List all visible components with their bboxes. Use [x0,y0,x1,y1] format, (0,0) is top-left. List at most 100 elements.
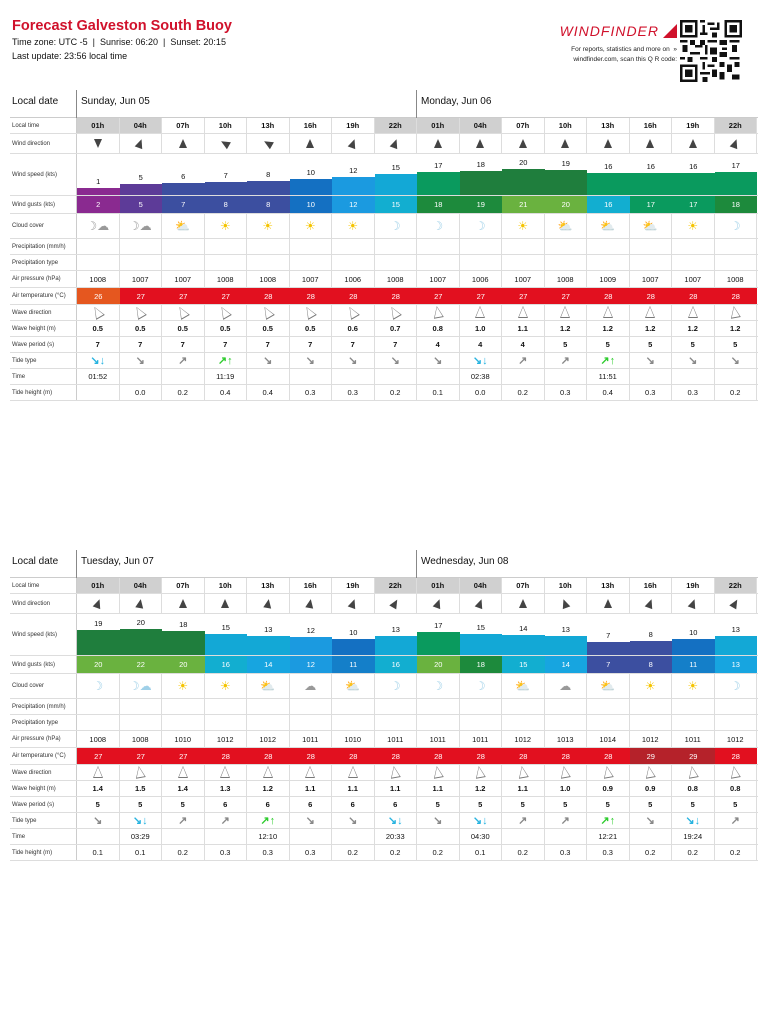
wind-arrow-icon [134,137,146,150]
low-tide-icon: ↘↓ [472,815,488,827]
wave-period-cell: 5 [630,337,672,352]
tide-height-row: Tide height (m) 0.0 0.2 0.4 0.4 0.3 0.3 0.2 0.1 0… [10,385,758,401]
wind-speed-value: 17 [434,161,443,170]
wind-speed-value: 16 [689,162,698,171]
wave-period-cell: 5 [417,797,460,812]
precipitation-type-cell [247,255,290,270]
cloud-cover-cell: ☀ [290,214,332,238]
sun-icon: ☀ [219,679,231,693]
sun-behind-cloud-icon: ⛅ [515,679,531,693]
precipitation-type-cell [247,715,290,730]
wind-gust-cell: 16 [374,656,417,673]
wind-speed-value: 17 [731,161,740,170]
time-cell: 07h [162,578,205,593]
wave-arrow-icon [560,305,571,319]
precipitation-type-cell [502,255,545,270]
precipitation-cell [587,239,630,254]
tide-time-cell [290,829,332,844]
wave-arrow-icon [687,765,698,779]
wind-arrow-icon [389,597,401,610]
wind-speed-cell: 17 [417,614,460,655]
tide-time-cell [375,369,417,384]
tide-type-cell: ↘ [630,353,672,368]
tide-height-cell: 0.2 [630,845,672,860]
wave-direction-cell [77,765,120,780]
local-time-row: Local time 01h 04h 07h 10h 13h 16h 19h 22h 01h 04h… [10,118,758,134]
precipitation-cell [460,239,502,254]
qr-code-icon[interactable] [680,20,742,82]
wind-arrow-icon [178,599,187,608]
windfinder-logo[interactable]: WINDFINDER [537,20,677,42]
time-cell: 07h [502,578,545,593]
wind-speed-bar [204,182,247,195]
temperature-cell: 27 [162,288,205,304]
tide-height-cell: 0.2 [672,845,715,860]
tide-time-cell: 04:30 [460,829,502,844]
wind-speed-value: 6 [181,172,186,181]
wind-gust-cell: 18 [459,656,502,673]
cloud-cover-cell: ☀ [630,674,672,698]
wave-height-row: Wave height (m) 1.4 1.5 1.4 1.3 1.2 1.1 1.1 1.1 1… [10,781,758,797]
pressure-cell: 1008 [205,271,247,287]
precipitation-cell [162,699,205,714]
tide-time-cell [715,369,757,384]
wave-arrow-icon [91,305,104,319]
sun-icon: ☀ [304,219,316,233]
tide-height-cell: 0.2 [162,385,205,400]
wave-direction-cell [290,765,332,780]
wave-period-cell: 7 [375,337,417,352]
tide-type-cell: ↘ [417,353,460,368]
wave-height-cell: 1.2 [672,321,715,336]
temperature-cell: 27 [162,748,205,764]
precipitation-cell [545,699,587,714]
pressure-cell: 1008 [77,271,120,287]
time-cell: 22h [374,118,417,133]
pressure-cell: 1012 [715,731,757,747]
temperature-cell: 27 [417,288,460,304]
wave-period-cell: 6 [332,797,375,812]
high-tide-icon: ↗↑ [260,815,276,827]
time-cell: 16h [290,578,332,593]
tide-height-cell: 0.4 [587,385,630,400]
wind-speed-cell: 16 [672,154,715,195]
tide-type-cell: ↗ [162,813,205,828]
tide-time-cell [545,369,587,384]
wave-direction-cell [205,305,247,320]
air-temperature-label: Air temperature (°C) [10,288,77,304]
wind-arrow-icon [688,139,697,148]
tide-type-cell: ↘ [672,353,715,368]
tide-time-cell [162,829,205,844]
cloud-cover-cell: ☁ [290,674,332,698]
tide-type-row: Tide type ↘ ↘↓ ↗ ↗ ↗↑ ↘ ↘ ↘↓ ↘ ↘↓ ↗ ↗ ↗↑ ↘ ↘↓ ↗ [10,813,758,829]
pressure-cell: 1007 [162,271,205,287]
cloud-cover-cell: ☀ [205,674,247,698]
local-time-label: Local time [10,578,77,593]
wind-gust-cell: 20 [77,656,120,673]
precipitation-cell [375,699,417,714]
wave-direction-cell [162,765,205,780]
precipitation-type-cell [715,255,757,270]
time-cell: 04h [459,578,502,593]
wave-direction-cell [120,765,162,780]
temperature-cell: 28 [459,748,502,764]
low-tide-icon: ↘↓ [90,355,106,367]
wave-arrow-icon [388,305,402,319]
wind-speed-cell: 19 [544,154,587,195]
wave-direction-row: Wave direction [10,305,758,321]
wave-height-cell: 1.1 [502,321,545,336]
temperature-cell: 28 [544,748,587,764]
wave-arrow-icon [390,765,400,779]
tide-time-cell: 19:24 [672,829,715,844]
wind-direction-cell [247,594,290,613]
tide-height-cell: 0.2 [332,845,375,860]
wave-direction-cell [247,305,290,320]
time-cell: 13h [587,578,630,593]
wave-period-cell: 5 [715,337,757,352]
precipitation-cell [332,239,375,254]
wave-direction-cell [630,305,672,320]
wave-period-cell: 5 [630,797,672,812]
cloud-cover-cell: ☽ [715,674,757,698]
tide-height-cell: 0.2 [502,845,545,860]
tide-time-cell [630,369,672,384]
wave-arrow-icon [730,765,740,779]
